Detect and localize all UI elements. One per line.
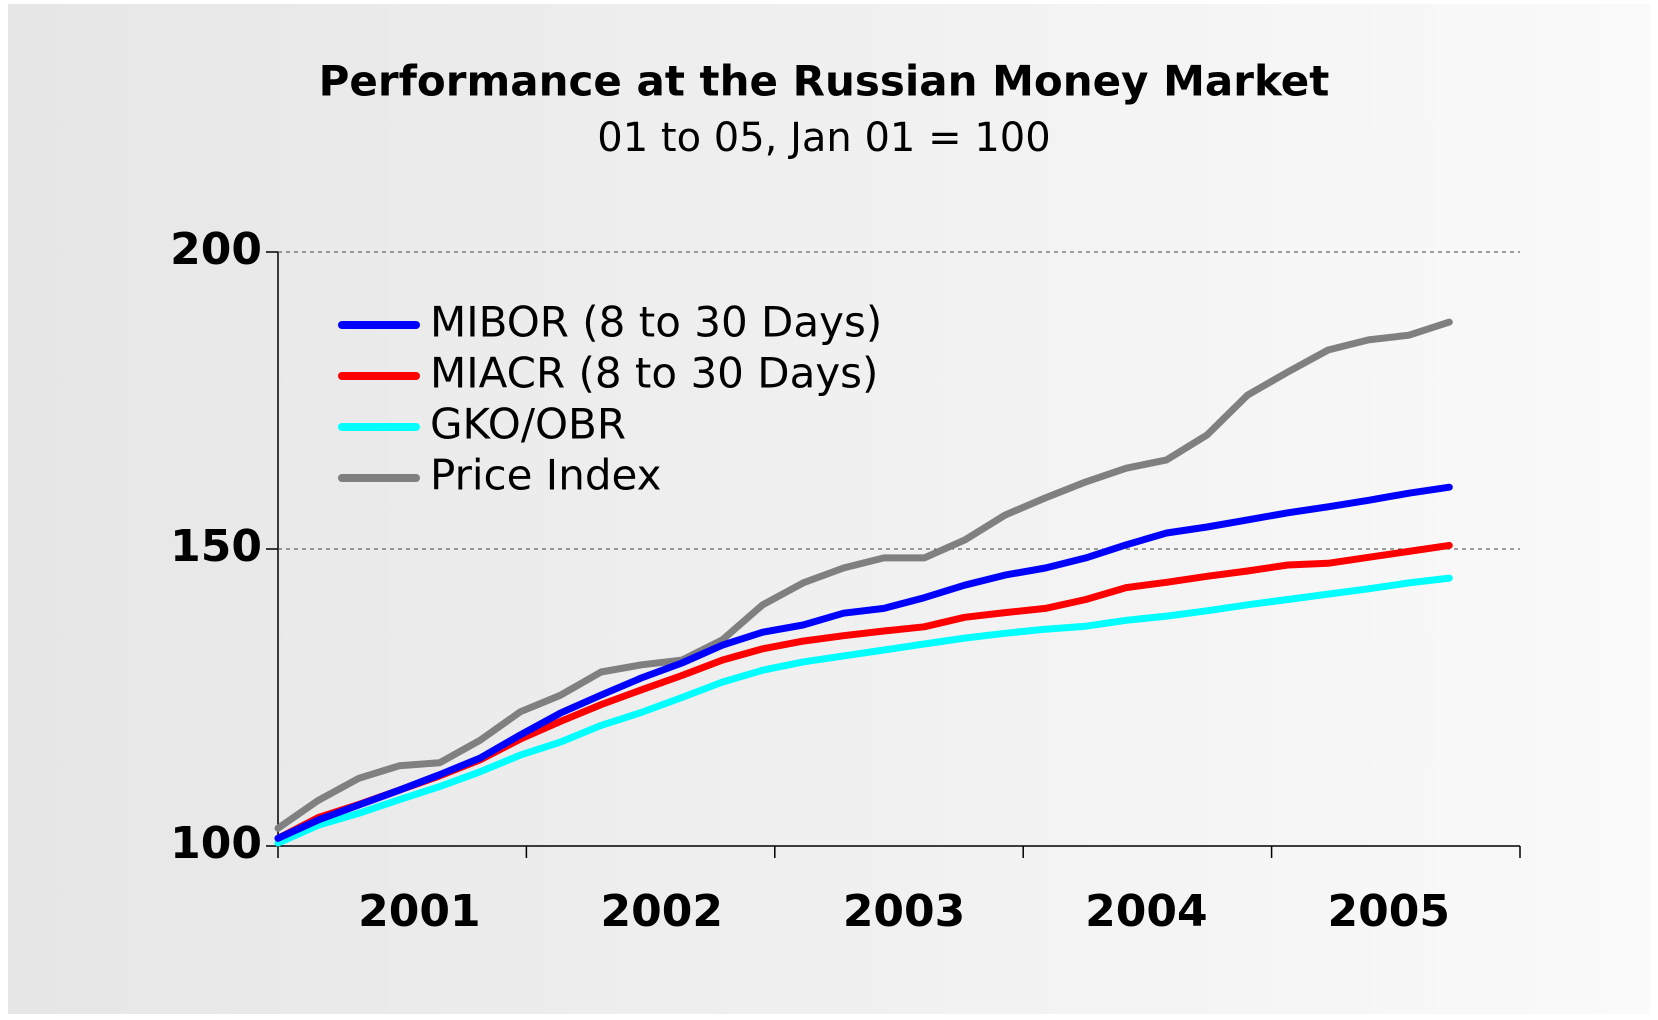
y-tick-label: 150: [170, 521, 262, 572]
x-tick-label: 2005: [1327, 886, 1449, 937]
y-tick-label: 100: [170, 818, 262, 869]
chart-title: Performance at the Russian Money Market: [319, 57, 1330, 106]
x-tick-label: 2004: [1085, 886, 1207, 937]
legend-label: Price Index: [430, 451, 661, 500]
chart-subtitle: 01 to 05, Jan 01 = 100: [597, 115, 1050, 161]
y-tick-label: 200: [170, 224, 262, 275]
legend-label: MIBOR (8 to 30 Days): [430, 298, 882, 347]
x-tick-label: 2003: [843, 886, 965, 937]
series-line: [274, 483, 1453, 842]
legend-label: MIACR (8 to 30 Days): [430, 349, 878, 398]
series-line: [274, 318, 1453, 832]
x-tick-label: 2002: [600, 886, 722, 937]
x-tick-label: 2001: [358, 886, 480, 937]
legend-label: GKO/OBR: [430, 400, 626, 449]
series-line: [274, 574, 1453, 847]
